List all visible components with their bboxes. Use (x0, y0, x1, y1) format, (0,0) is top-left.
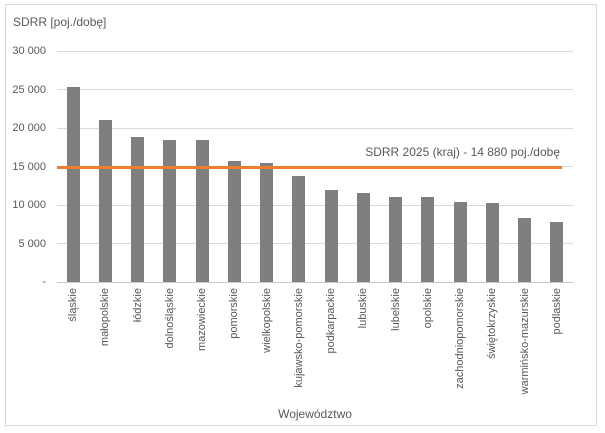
gridline (57, 89, 573, 90)
x-category-label: kujawsko-pomorskie (292, 288, 305, 388)
bar-lubelskie (389, 196, 403, 282)
bar-świętokrzyskie (485, 202, 499, 282)
x-category-label: śląskie (67, 288, 80, 322)
bar-łódzkie (131, 137, 145, 282)
bar-mazowieckie (195, 140, 209, 282)
bar-podkarpackie (324, 189, 338, 282)
bar-podlaskie (550, 221, 564, 282)
bar-kujawsko-pomorskie (292, 175, 306, 282)
bar-lubuskie (356, 192, 370, 282)
bar-dolnośląskie (163, 139, 177, 282)
bar-śląskie (66, 87, 80, 282)
reference-line-label: SDRR 2025 (kraj) - 14 880 poj./dobę (365, 145, 560, 159)
y-tick-label: 5 000 (18, 237, 46, 250)
y-tick-label: 15 000 (12, 160, 46, 173)
x-category-label: łódzkie (131, 288, 144, 323)
bar-opolskie (421, 197, 435, 282)
gridline (57, 127, 573, 129)
bar-warmińsko-mazurskie (518, 218, 532, 282)
bar-małopolskie (98, 120, 112, 282)
x-category-label: podlaskie (550, 288, 563, 335)
x-category-label: warmińsko-mazurskie (518, 288, 531, 395)
y-axis-title: SDRR [poj./dobę] (13, 15, 107, 29)
x-category-label: lubuskie (357, 288, 370, 329)
x-category-label: opolskie (421, 288, 434, 329)
x-category-label: świętokrzyskie (486, 288, 499, 359)
x-category-label: lubelskie (389, 288, 402, 331)
x-category-label: dolnośląskie (163, 288, 176, 349)
x-category-label: małopolskie (99, 288, 112, 347)
x-category-label: mazowieckie (196, 288, 209, 351)
reference-line (57, 165, 562, 169)
bar-zachodniopomorskie (453, 201, 467, 282)
gridline (57, 243, 573, 244)
x-category-label: pomorskie (228, 288, 241, 339)
y-tick-label: 25 000 (12, 83, 46, 96)
bar-pomorskie (227, 161, 241, 282)
y-tick-label: - (42, 276, 46, 288)
x-axis-title: Województwo (278, 407, 352, 421)
x-category-label: zachodniopomorskie (454, 288, 467, 389)
gridline (57, 204, 573, 206)
y-tick-label: 10 000 (12, 199, 46, 211)
y-tick-label: 30 000 (12, 45, 46, 57)
gridline (57, 50, 573, 52)
x-category-label: podkarpackie (325, 288, 338, 354)
x-category-label: wielkopolskie (260, 288, 273, 353)
bar-wielkopolskie (260, 163, 274, 282)
x-axis-line (57, 281, 573, 283)
y-tick-label: 20 000 (12, 122, 46, 134)
